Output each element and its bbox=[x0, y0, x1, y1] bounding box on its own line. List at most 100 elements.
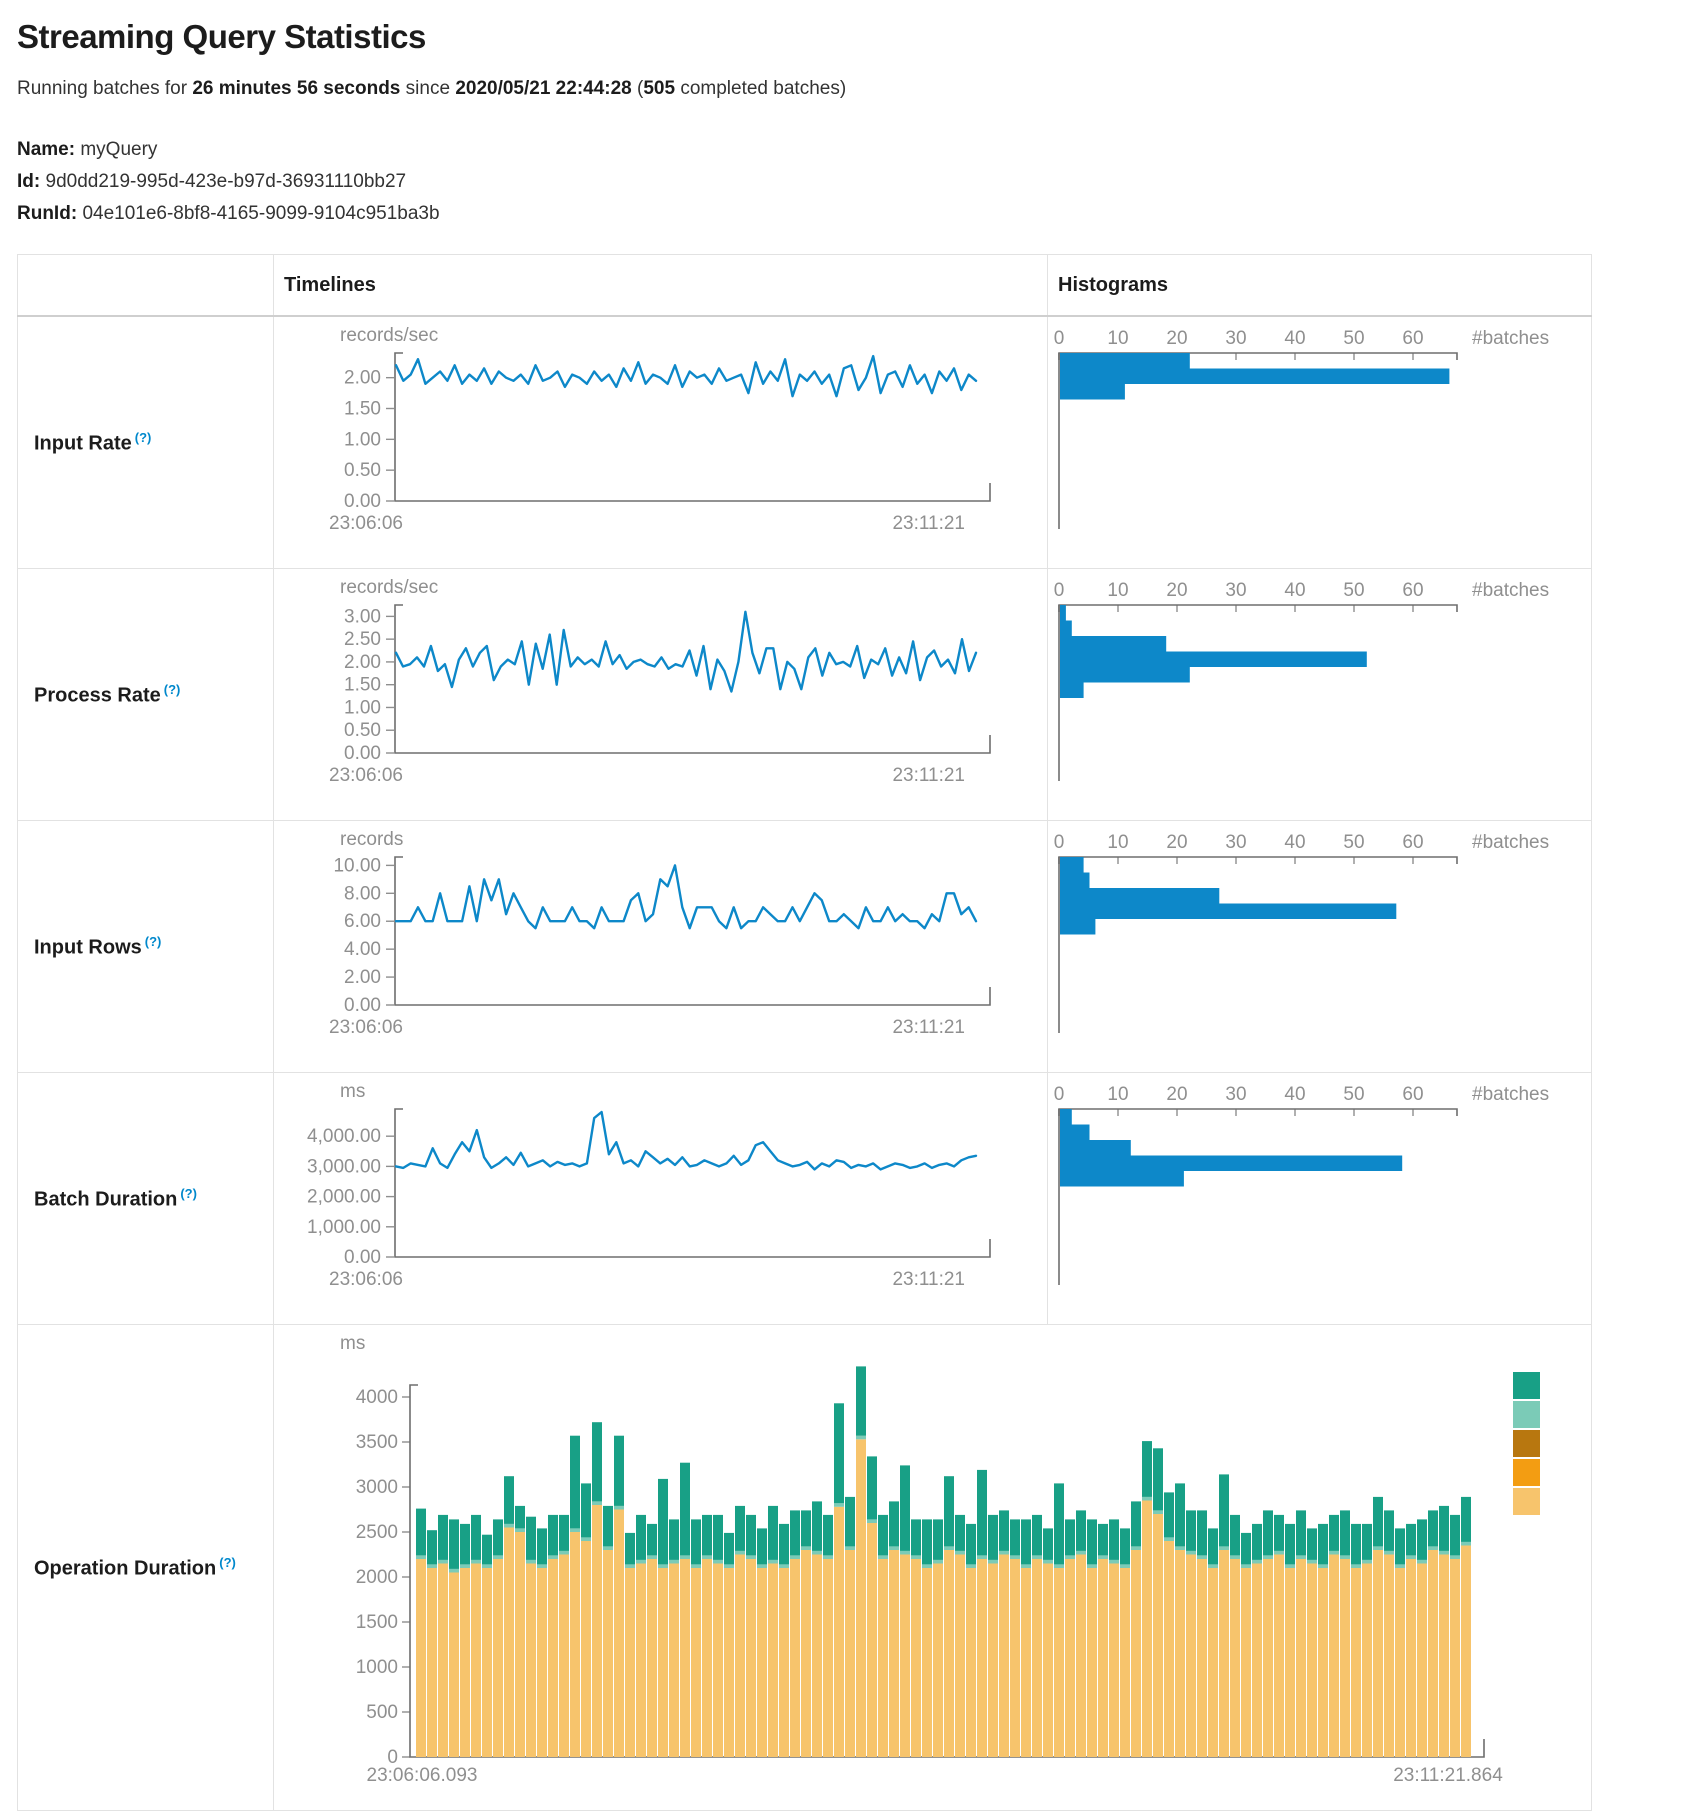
legend-swatch-0 bbox=[1513, 1372, 1540, 1399]
svg-text:1500: 1500 bbox=[356, 1612, 398, 1633]
svg-text:records/sec: records/sec bbox=[340, 577, 438, 598]
svg-text:23:11:21: 23:11:21 bbox=[892, 1017, 965, 1038]
batch-duration-help-icon[interactable]: (?) bbox=[180, 1185, 197, 1201]
svg-text:20: 20 bbox=[1166, 328, 1187, 349]
svg-text:2.00: 2.00 bbox=[344, 967, 381, 988]
svg-text:23:11:21: 23:11:21 bbox=[892, 1269, 965, 1290]
query-runid: 04e101e6-8bf8-4165-9099-9104c951ba3b bbox=[82, 203, 440, 224]
svg-text:0: 0 bbox=[387, 1747, 398, 1768]
svg-text:10.00: 10.00 bbox=[333, 855, 381, 876]
svg-text:0: 0 bbox=[1054, 328, 1065, 349]
svg-text:23:11:21.864: 23:11:21.864 bbox=[1393, 1765, 1503, 1786]
svg-text:records/sec: records/sec bbox=[340, 325, 438, 346]
operation-duration-help-icon[interactable]: (?) bbox=[219, 1554, 236, 1570]
svg-text:1,000.00: 1,000.00 bbox=[307, 1217, 381, 1238]
query-id-line: Id: 9d0dd219-995d-423e-b97d-36931110bb27 bbox=[17, 171, 407, 192]
running-batches-summary: Running batches for 26 minutes 56 second… bbox=[17, 78, 847, 99]
svg-text:8.00: 8.00 bbox=[344, 883, 381, 904]
row-input-rows: Input Rows (?) records 0.00 2.00 4.00 6.00 8.0… bbox=[17, 820, 1592, 1073]
batch-duration-histogram-chart: 0 10 20 30 40 50 60 #batches bbox=[1047, 1072, 1592, 1325]
svg-text:30: 30 bbox=[1225, 580, 1246, 601]
legend-swatch-3 bbox=[1513, 1459, 1540, 1486]
svg-text:10: 10 bbox=[1107, 580, 1128, 601]
svg-text:4000: 4000 bbox=[356, 1387, 398, 1408]
process-rate-help-icon[interactable]: (?) bbox=[163, 681, 181, 697]
row-process-rate: Process Rate (?) records/sec 0.00 0.50 1.00 1… bbox=[17, 568, 1592, 821]
input-rate-label: Input Rate (?) bbox=[17, 315, 274, 569]
query-runid-line: RunId: 04e101e6-8bf8-4165-9099-9104c951b… bbox=[17, 203, 440, 224]
input-rate-help-icon[interactable]: (?) bbox=[134, 429, 152, 445]
svg-text:40: 40 bbox=[1284, 328, 1305, 349]
svg-text:23:06:06: 23:06:06 bbox=[329, 765, 403, 786]
svg-text:6.00: 6.00 bbox=[344, 911, 381, 932]
legend-swatch-2 bbox=[1513, 1430, 1540, 1457]
svg-text:20: 20 bbox=[1166, 832, 1187, 853]
svg-text:1.00: 1.00 bbox=[344, 697, 381, 718]
svg-text:10: 10 bbox=[1107, 328, 1128, 349]
svg-text:1.50: 1.50 bbox=[344, 675, 381, 696]
svg-text:23:06:06: 23:06:06 bbox=[329, 1269, 403, 1290]
svg-text:2.50: 2.50 bbox=[344, 629, 381, 650]
svg-text:50: 50 bbox=[1343, 328, 1364, 349]
legend-swatch-4 bbox=[1513, 1488, 1540, 1515]
operation-duration-chart: ms 0 500 1000 1500 2000 2500 3000 3500 4000 23:06:… bbox=[273, 1324, 1592, 1811]
svg-text:2.00: 2.00 bbox=[344, 652, 381, 673]
svg-text:3500: 3500 bbox=[356, 1432, 398, 1453]
operation-duration-label: Operation Duration (?) bbox=[17, 1324, 274, 1811]
svg-text:10: 10 bbox=[1107, 1084, 1128, 1105]
svg-text:ms: ms bbox=[340, 1333, 365, 1354]
svg-text:0.00: 0.00 bbox=[344, 743, 381, 764]
batch-duration-label: Batch Duration (?) bbox=[17, 1072, 274, 1325]
svg-text:2000: 2000 bbox=[356, 1567, 398, 1588]
svg-text:0: 0 bbox=[1054, 832, 1065, 853]
svg-text:2.00: 2.00 bbox=[344, 368, 381, 389]
input-rows-histogram-chart: 0 10 20 30 40 50 60 #batches bbox=[1047, 820, 1592, 1073]
row-input-rate: Input Rate (?) records/sec 0.00 0.50 1.00 1.5… bbox=[17, 315, 1592, 569]
svg-text:0.00: 0.00 bbox=[344, 491, 381, 512]
header-blank-cell bbox=[17, 254, 274, 317]
svg-text:#batches: #batches bbox=[1472, 1084, 1549, 1105]
running-duration: 26 minutes 56 seconds bbox=[192, 78, 401, 99]
legend-swatch-1 bbox=[1513, 1401, 1540, 1428]
row-operation-duration: Operation Duration (?) ms 0 500 1000 1500 2000… bbox=[17, 1324, 1592, 1811]
svg-text:records: records bbox=[340, 829, 403, 850]
process-rate-timeline-chart: records/sec 0.00 0.50 1.00 1.50 2.00 2.50 3.00 2… bbox=[273, 568, 1048, 821]
svg-text:30: 30 bbox=[1225, 832, 1246, 853]
completed-batches-count: 505 bbox=[643, 78, 676, 99]
process-rate-label: Process Rate (?) bbox=[17, 568, 274, 821]
svg-text:60: 60 bbox=[1402, 1084, 1423, 1105]
svg-text:1000: 1000 bbox=[356, 1657, 398, 1678]
svg-text:0.50: 0.50 bbox=[344, 460, 381, 481]
process-rate-histogram-chart: 0 10 20 30 40 50 60 #batches bbox=[1047, 568, 1592, 821]
svg-text:3.00: 3.00 bbox=[344, 606, 381, 627]
svg-text:23:06:06: 23:06:06 bbox=[329, 513, 403, 534]
svg-text:40: 40 bbox=[1284, 832, 1305, 853]
input-rate-histogram-chart: 0 10 20 30 40 50 60 #batches bbox=[1047, 315, 1592, 569]
svg-text:23:11:21: 23:11:21 bbox=[892, 765, 965, 786]
svg-text:23:06:06: 23:06:06 bbox=[329, 1017, 403, 1038]
svg-text:30: 30 bbox=[1225, 1084, 1246, 1105]
query-metadata: Name: myQuery Id: 9d0dd219-995d-423e-b97… bbox=[17, 134, 1693, 230]
input-rows-timeline-chart: records 0.00 2.00 4.00 6.00 8.00 10.00 23:06:06… bbox=[273, 820, 1048, 1073]
query-name: myQuery bbox=[80, 139, 158, 160]
svg-text:0.00: 0.00 bbox=[344, 995, 381, 1016]
header-timelines: Timelines bbox=[273, 254, 1048, 317]
svg-text:50: 50 bbox=[1343, 580, 1364, 601]
svg-text:1.50: 1.50 bbox=[344, 399, 381, 420]
svg-text:60: 60 bbox=[1402, 328, 1423, 349]
input-rows-help-icon[interactable]: (?) bbox=[144, 933, 162, 949]
svg-text:3,000.00: 3,000.00 bbox=[307, 1156, 381, 1177]
input-rate-timeline-chart: records/sec 0.00 0.50 1.00 1.50 2.00 23:06:06 2… bbox=[273, 315, 1048, 569]
svg-text:60: 60 bbox=[1402, 832, 1423, 853]
svg-text:50: 50 bbox=[1343, 832, 1364, 853]
svg-text:10: 10 bbox=[1107, 832, 1128, 853]
svg-text:60: 60 bbox=[1402, 580, 1423, 601]
batch-duration-timeline-chart: ms 0.00 1,000.00 2,000.00 3,000.00 4,000.00 23… bbox=[273, 1072, 1048, 1325]
svg-text:0: 0 bbox=[1054, 580, 1065, 601]
svg-text:#batches: #batches bbox=[1472, 832, 1549, 853]
svg-text:23:11:21: 23:11:21 bbox=[892, 513, 965, 534]
svg-text:0.50: 0.50 bbox=[344, 720, 381, 741]
svg-text:0: 0 bbox=[1054, 1084, 1065, 1105]
svg-text:20: 20 bbox=[1166, 580, 1187, 601]
